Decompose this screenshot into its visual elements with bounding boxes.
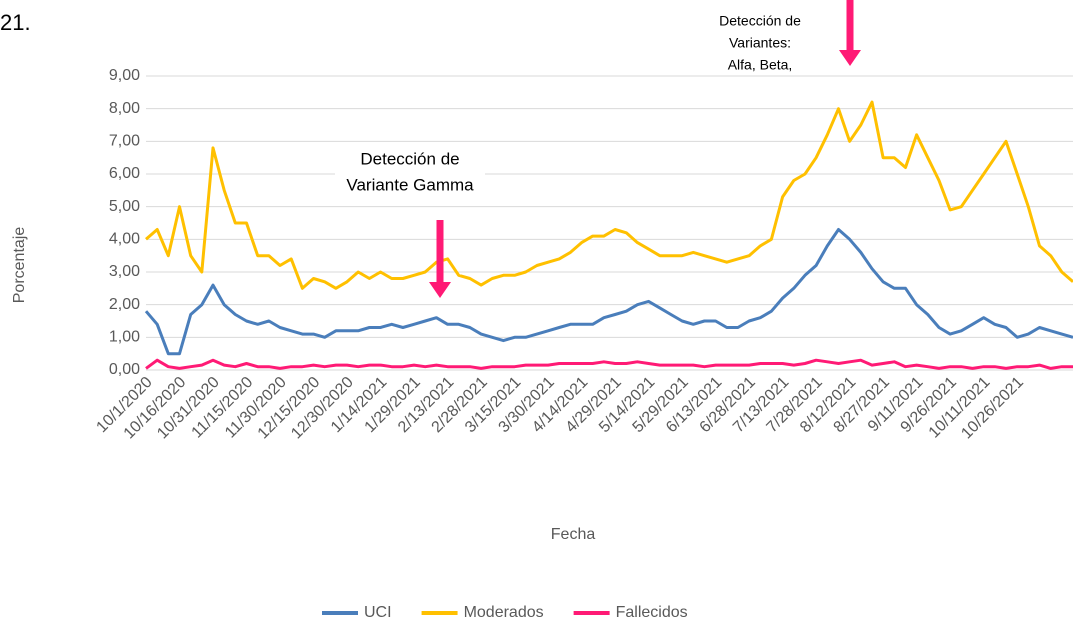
annotation-arrowhead xyxy=(839,50,861,66)
annotation-text: Variantes: xyxy=(729,35,791,51)
annotation-background xyxy=(335,142,485,204)
y-tick-label: 2,00 xyxy=(109,296,140,313)
series-line xyxy=(145,100,1073,290)
y-tick-label: 5,00 xyxy=(109,198,140,215)
y-tick-label: 8,00 xyxy=(109,100,140,117)
annotation-text: Alfa, Beta, xyxy=(728,57,793,73)
annotation-text: Detección de xyxy=(719,13,801,29)
y-tick-label: 1,00 xyxy=(109,329,140,346)
y-tick-label: 4,00 xyxy=(109,231,140,248)
y-tick-label: 0,00 xyxy=(109,361,140,378)
annotation-text: Variante Gamma xyxy=(346,175,474,194)
legend-label: UCI xyxy=(364,604,392,621)
y-axis-label: Porcentaje xyxy=(11,227,28,304)
annotation-text: Detección de xyxy=(360,149,459,168)
annotation-arrowhead xyxy=(429,282,451,298)
legend-label: Moderados xyxy=(464,604,544,621)
y-tick-label: 6,00 xyxy=(109,165,140,182)
y-tick-label: 3,00 xyxy=(109,263,140,280)
y-tick-label: 7,00 xyxy=(109,133,140,150)
series-line xyxy=(145,358,1073,370)
x-axis-label: Fecha xyxy=(551,526,596,543)
page-label: 21. xyxy=(0,10,31,35)
legend-label: Fallecidos xyxy=(616,604,688,621)
series-line xyxy=(144,228,1073,356)
y-tick-label: 9,00 xyxy=(109,67,140,84)
